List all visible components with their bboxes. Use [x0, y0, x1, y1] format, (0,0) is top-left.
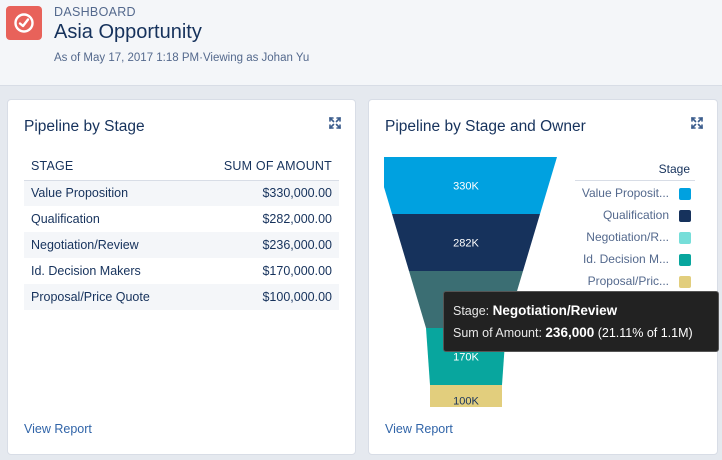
- pipeline-table: STAGE SUM OF AMOUNT Value Proposition $3…: [24, 152, 339, 310]
- card-title: Pipeline by Stage: [24, 118, 145, 135]
- legend-item[interactable]: Id. Decision M...: [573, 249, 693, 271]
- legend-item[interactable]: Negotiation/R...: [573, 227, 693, 249]
- legend-title: Stage: [658, 162, 690, 176]
- funnel-data-label: 100K: [453, 396, 479, 408]
- stage-cell: Qualification: [31, 212, 100, 226]
- dashboard-header: DASHBOARD Asia Opportunity As of May 17,…: [0, 0, 722, 86]
- card-title: Pipeline by Stage and Owner: [385, 118, 586, 135]
- legend-item[interactable]: Value Proposit...: [573, 183, 693, 205]
- table-row: Qualification $282,000.00: [24, 206, 339, 232]
- funnel-segment[interactable]: [392, 214, 540, 271]
- dashboard-eyebrow: DASHBOARD: [54, 5, 136, 19]
- funnel-chart: 330K282K236K170K100K: [384, 157, 557, 408]
- amount-cell: $330,000.00: [188, 180, 339, 206]
- tooltip-sum-key: Sum of Amount:: [453, 326, 542, 340]
- tooltip-percent: (21.11% of 1.1M): [597, 326, 693, 340]
- legend-label: Value Proposit...: [581, 186, 669, 200]
- stage-cell: Id. Decision Makers: [31, 264, 141, 278]
- pipeline-by-stage-card: Pipeline by Stage STAGE SUM OF AMOUNT Va…: [7, 99, 356, 455]
- funnel-segment[interactable]: [430, 385, 502, 407]
- funnel-data-label: 330K: [453, 181, 479, 193]
- view-report-link[interactable]: View Report: [24, 422, 92, 436]
- chart-tooltip: Stage: Negotiation/Review Sum of Amount:…: [443, 291, 719, 352]
- amount-cell: $100,000.00: [188, 284, 339, 310]
- legend-item[interactable]: Proposal/Pric...: [573, 271, 693, 293]
- legend-label: Negotiation/R...: [586, 230, 669, 244]
- tooltip-stage-value: Negotiation/Review: [492, 303, 618, 318]
- legend-swatch: [679, 276, 691, 288]
- table-row: Negotiation/Review $236,000.00: [24, 232, 339, 258]
- legend-item[interactable]: Qualification: [573, 205, 693, 227]
- view-report-link[interactable]: View Report: [385, 422, 453, 436]
- legend-swatch: [679, 188, 691, 200]
- stage-cell: Value Proposition: [24, 180, 189, 206]
- legend-label: Proposal/Pric...: [587, 274, 669, 288]
- amount-cell: $282,000.00: [262, 212, 332, 226]
- legend-swatch: [679, 210, 691, 222]
- page-subtitle: As of May 17, 2017 1:18 PM·Viewing as Jo…: [54, 52, 310, 64]
- column-header-stage[interactable]: STAGE: [24, 152, 189, 181]
- legend-label: Qualification: [602, 208, 669, 222]
- chart-legend: Value Proposit... Qualification Negotiat…: [573, 183, 693, 293]
- amount-cell: $170,000.00: [262, 264, 332, 278]
- legend-divider: [575, 180, 695, 181]
- tooltip-stage-key: Stage:: [453, 304, 490, 318]
- table-row: Proposal/Price Quote $100,000.00: [24, 284, 339, 310]
- pipeline-by-stage-owner-card: Pipeline by Stage and Owner 330K282K236K…: [368, 99, 718, 455]
- legend-swatch: [679, 254, 691, 266]
- expand-icon[interactable]: [329, 117, 341, 129]
- funnel-data-label: 170K: [453, 352, 479, 364]
- funnel-segment[interactable]: [384, 157, 557, 214]
- gauge-icon: [14, 13, 34, 33]
- legend-label: Id. Decision M...: [582, 252, 669, 266]
- expand-icon[interactable]: [691, 117, 703, 129]
- column-header-amount[interactable]: SUM OF AMOUNT: [188, 152, 339, 181]
- table-header-row: STAGE SUM OF AMOUNT: [24, 152, 339, 181]
- stage-cell: Proposal/Price Quote: [24, 284, 189, 310]
- table-row: Value Proposition $330,000.00: [24, 180, 339, 206]
- dashboard-app-icon: [6, 6, 42, 40]
- stage-cell: Negotiation/Review: [24, 232, 189, 258]
- page-title: Asia Opportunity: [54, 21, 202, 43]
- tooltip-sum-value: 236,000: [545, 325, 595, 340]
- amount-cell: $236,000.00: [188, 232, 339, 258]
- legend-swatch: [679, 232, 691, 244]
- funnel-data-label: 282K: [453, 238, 479, 250]
- table-row: Id. Decision Makers $170,000.00: [24, 258, 339, 284]
